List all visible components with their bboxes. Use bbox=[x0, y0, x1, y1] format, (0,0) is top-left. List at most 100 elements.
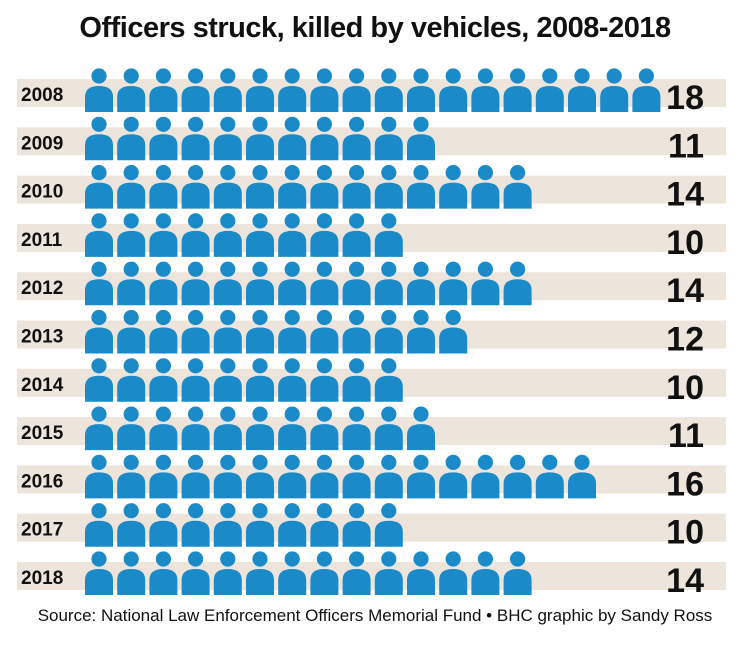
person-icon bbox=[117, 165, 146, 209]
person-icon bbox=[181, 503, 210, 547]
row-2013: 2013 12 bbox=[17, 309, 726, 359]
person-icon bbox=[213, 309, 242, 354]
row-2012: 2012 14 bbox=[17, 261, 726, 310]
person-icon bbox=[439, 454, 468, 499]
person-icon bbox=[278, 551, 307, 595]
person-icon bbox=[213, 68, 242, 112]
person-icon bbox=[181, 213, 210, 257]
person-icon bbox=[213, 551, 242, 595]
person-icon bbox=[246, 406, 274, 451]
person-icon bbox=[149, 503, 178, 547]
person-icon bbox=[85, 68, 113, 112]
person-icon bbox=[310, 213, 339, 257]
person-icon bbox=[310, 503, 339, 547]
count-label: 10 bbox=[666, 224, 704, 262]
person-icon bbox=[149, 213, 178, 257]
person-icon bbox=[568, 68, 596, 112]
person-icon bbox=[117, 406, 146, 451]
person-icon bbox=[85, 406, 113, 451]
person-icon bbox=[213, 503, 242, 547]
person-icon bbox=[568, 454, 596, 499]
person-icon bbox=[181, 551, 210, 595]
person-icon bbox=[246, 309, 274, 354]
person-icon bbox=[310, 551, 339, 595]
person-icon bbox=[439, 551, 468, 595]
person-icon bbox=[213, 406, 242, 451]
person-icon bbox=[117, 358, 146, 402]
person-icon bbox=[471, 68, 500, 112]
person-icon bbox=[181, 68, 210, 112]
person-icon bbox=[246, 261, 274, 306]
year-label: 2013 bbox=[21, 327, 63, 348]
person-icon bbox=[342, 454, 371, 499]
person-icon bbox=[246, 551, 274, 595]
person-icon bbox=[85, 503, 113, 547]
year-label: 2009 bbox=[21, 133, 63, 154]
person-icon bbox=[374, 213, 403, 257]
person-icon bbox=[503, 68, 532, 112]
person-icon bbox=[310, 406, 339, 451]
person-icon bbox=[407, 309, 435, 354]
person-icon bbox=[149, 309, 178, 354]
person-icon bbox=[149, 116, 178, 161]
row-2011: 2011 10 bbox=[17, 213, 726, 262]
person-icon bbox=[213, 213, 242, 257]
person-icon bbox=[342, 406, 371, 451]
person-icon bbox=[85, 261, 113, 306]
person-icon bbox=[117, 68, 146, 112]
person-icon bbox=[342, 68, 371, 112]
person-icon bbox=[213, 261, 242, 306]
person-icon bbox=[342, 261, 371, 306]
count-label: 10 bbox=[666, 369, 704, 407]
person-icon bbox=[246, 503, 274, 547]
count-label: 12 bbox=[666, 321, 704, 359]
person-icon bbox=[600, 68, 629, 112]
person-icon bbox=[374, 68, 403, 112]
person-icon bbox=[149, 261, 178, 306]
count-label: 14 bbox=[666, 562, 704, 600]
person-icon bbox=[278, 68, 307, 112]
person-icon bbox=[213, 454, 242, 499]
person-icon bbox=[407, 551, 435, 595]
person-icon bbox=[471, 261, 500, 306]
count-label: 14 bbox=[666, 272, 704, 310]
person-icon bbox=[374, 551, 403, 595]
person-icon bbox=[278, 358, 307, 402]
person-icon bbox=[278, 503, 307, 547]
person-icon bbox=[149, 551, 178, 595]
person-icon bbox=[117, 261, 146, 306]
person-icon bbox=[278, 406, 307, 451]
person-icon bbox=[407, 165, 435, 209]
person-icon bbox=[310, 68, 339, 112]
person-icon bbox=[117, 213, 146, 257]
row-2014: 2014 10 bbox=[17, 358, 726, 407]
count-label: 11 bbox=[668, 417, 704, 455]
person-icon bbox=[278, 454, 307, 499]
person-icon bbox=[278, 213, 307, 257]
chart-title: Officers struck, killed by vehicles, 200… bbox=[79, 12, 671, 44]
person-icon bbox=[374, 454, 403, 499]
person-icon bbox=[439, 165, 468, 209]
person-icon bbox=[181, 165, 210, 209]
person-icon bbox=[278, 309, 307, 354]
person-icon bbox=[342, 116, 371, 161]
person-icon bbox=[149, 454, 178, 499]
person-icon bbox=[149, 68, 178, 112]
count-label: 11 bbox=[668, 127, 704, 165]
person-icon bbox=[535, 68, 564, 112]
person-icon bbox=[213, 116, 242, 161]
source-credit: Source: National Law Enforcement Officer… bbox=[37, 606, 713, 625]
person-icon bbox=[374, 406, 403, 451]
person-icon bbox=[342, 213, 371, 257]
person-icon bbox=[471, 551, 500, 595]
person-icon bbox=[471, 454, 500, 499]
person-icon bbox=[181, 116, 210, 161]
person-icon bbox=[117, 454, 146, 499]
person-icon bbox=[471, 165, 500, 209]
person-icon bbox=[213, 358, 242, 402]
person-icon bbox=[342, 503, 371, 547]
person-icon bbox=[632, 68, 661, 112]
row-2010: 2010 14 bbox=[17, 165, 726, 214]
person-icon bbox=[535, 454, 564, 499]
